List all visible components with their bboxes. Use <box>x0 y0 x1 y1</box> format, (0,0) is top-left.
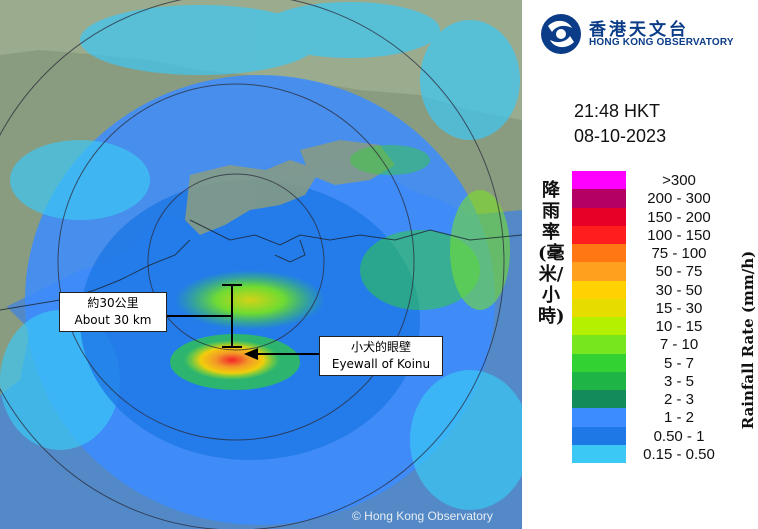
legend-label: 200 - 300 <box>647 190 711 208</box>
distance-label-en: About 30 km <box>74 313 152 327</box>
legend-swatch <box>572 262 626 281</box>
legend-swatch <box>572 353 626 372</box>
observation-time: 21:48 HKT <box>574 101 661 121</box>
distance-callout: 約30公里 About 30 km <box>59 292 167 332</box>
eyewall <box>170 334 300 390</box>
legend-label: >300 <box>662 172 696 189</box>
legend-label: 75 - 100 <box>651 245 707 262</box>
legend-swatch <box>572 171 626 190</box>
legend-label: 5 - 7 <box>663 354 694 372</box>
legend-swatch <box>572 390 626 409</box>
radar-map <box>0 0 522 529</box>
rainfall-legend <box>572 171 626 463</box>
legend-label: 2 - 3 <box>663 391 694 408</box>
scale-bar <box>160 284 319 355</box>
legend-label: 0.50 - 1 <box>653 427 705 445</box>
legend-swatch <box>572 444 626 463</box>
observatory-logo: 香港天文台 HONG KONG OBSERVATORY <box>538 12 752 56</box>
coastlines <box>0 219 522 311</box>
eyewall-label-en: Eyewall of Koinu <box>331 357 431 371</box>
observation-date: 08-10-2023 <box>574 126 667 146</box>
eyewall-arrowhead <box>244 348 258 360</box>
legend-swatch <box>572 426 626 445</box>
eyewall-label-zh: 小犬的眼壁 <box>350 340 411 354</box>
legend-swatch <box>572 207 626 226</box>
copyright-credit: © Hong Kong Observatory <box>352 509 493 523</box>
legend-label: 7 - 10 <box>659 336 699 354</box>
legend-label: 100 - 150 <box>647 226 711 244</box>
legend-label: 30 - 50 <box>655 281 703 299</box>
legend-swatch <box>572 189 626 208</box>
legend-label: 150 - 200 <box>647 208 711 226</box>
legend-label: 0.15 - 0.50 <box>643 445 715 463</box>
observatory-emblem-icon <box>541 14 581 54</box>
legend-label: 3 - 5 <box>663 372 694 390</box>
legend-swatch <box>572 335 626 354</box>
legend-label: 50 - 75 <box>655 263 703 281</box>
legend-swatch <box>572 408 626 427</box>
range-rings <box>0 0 505 529</box>
land-overlay <box>185 140 395 235</box>
distance-label-zh: 約30公里 <box>87 296 139 310</box>
rain-bands-outer <box>0 2 522 510</box>
legend-axis-label-en: Rainfall Rate (mm/h) <box>739 250 757 430</box>
legend-swatch <box>572 298 626 317</box>
legend-swatch <box>572 244 626 263</box>
legend-label: 15 - 30 <box>655 299 703 317</box>
legend-label: 10 - 15 <box>655 318 703 335</box>
legend-label: 1 - 2 <box>663 409 694 427</box>
eyewall-callout: 小犬的眼壁 Eyewall of Koinu <box>319 336 443 376</box>
legend-swatch <box>572 371 626 390</box>
observatory-name-en: HONG KONG OBSERVATORY <box>589 37 734 48</box>
legend-swatch <box>572 317 626 336</box>
legend-swatch <box>572 280 626 299</box>
legend-swatch <box>572 225 626 244</box>
observatory-name-zh: 香港天文台 <box>589 20 689 40</box>
legend-axis-label-zh: 降雨率(毫米/小時) <box>538 180 565 327</box>
